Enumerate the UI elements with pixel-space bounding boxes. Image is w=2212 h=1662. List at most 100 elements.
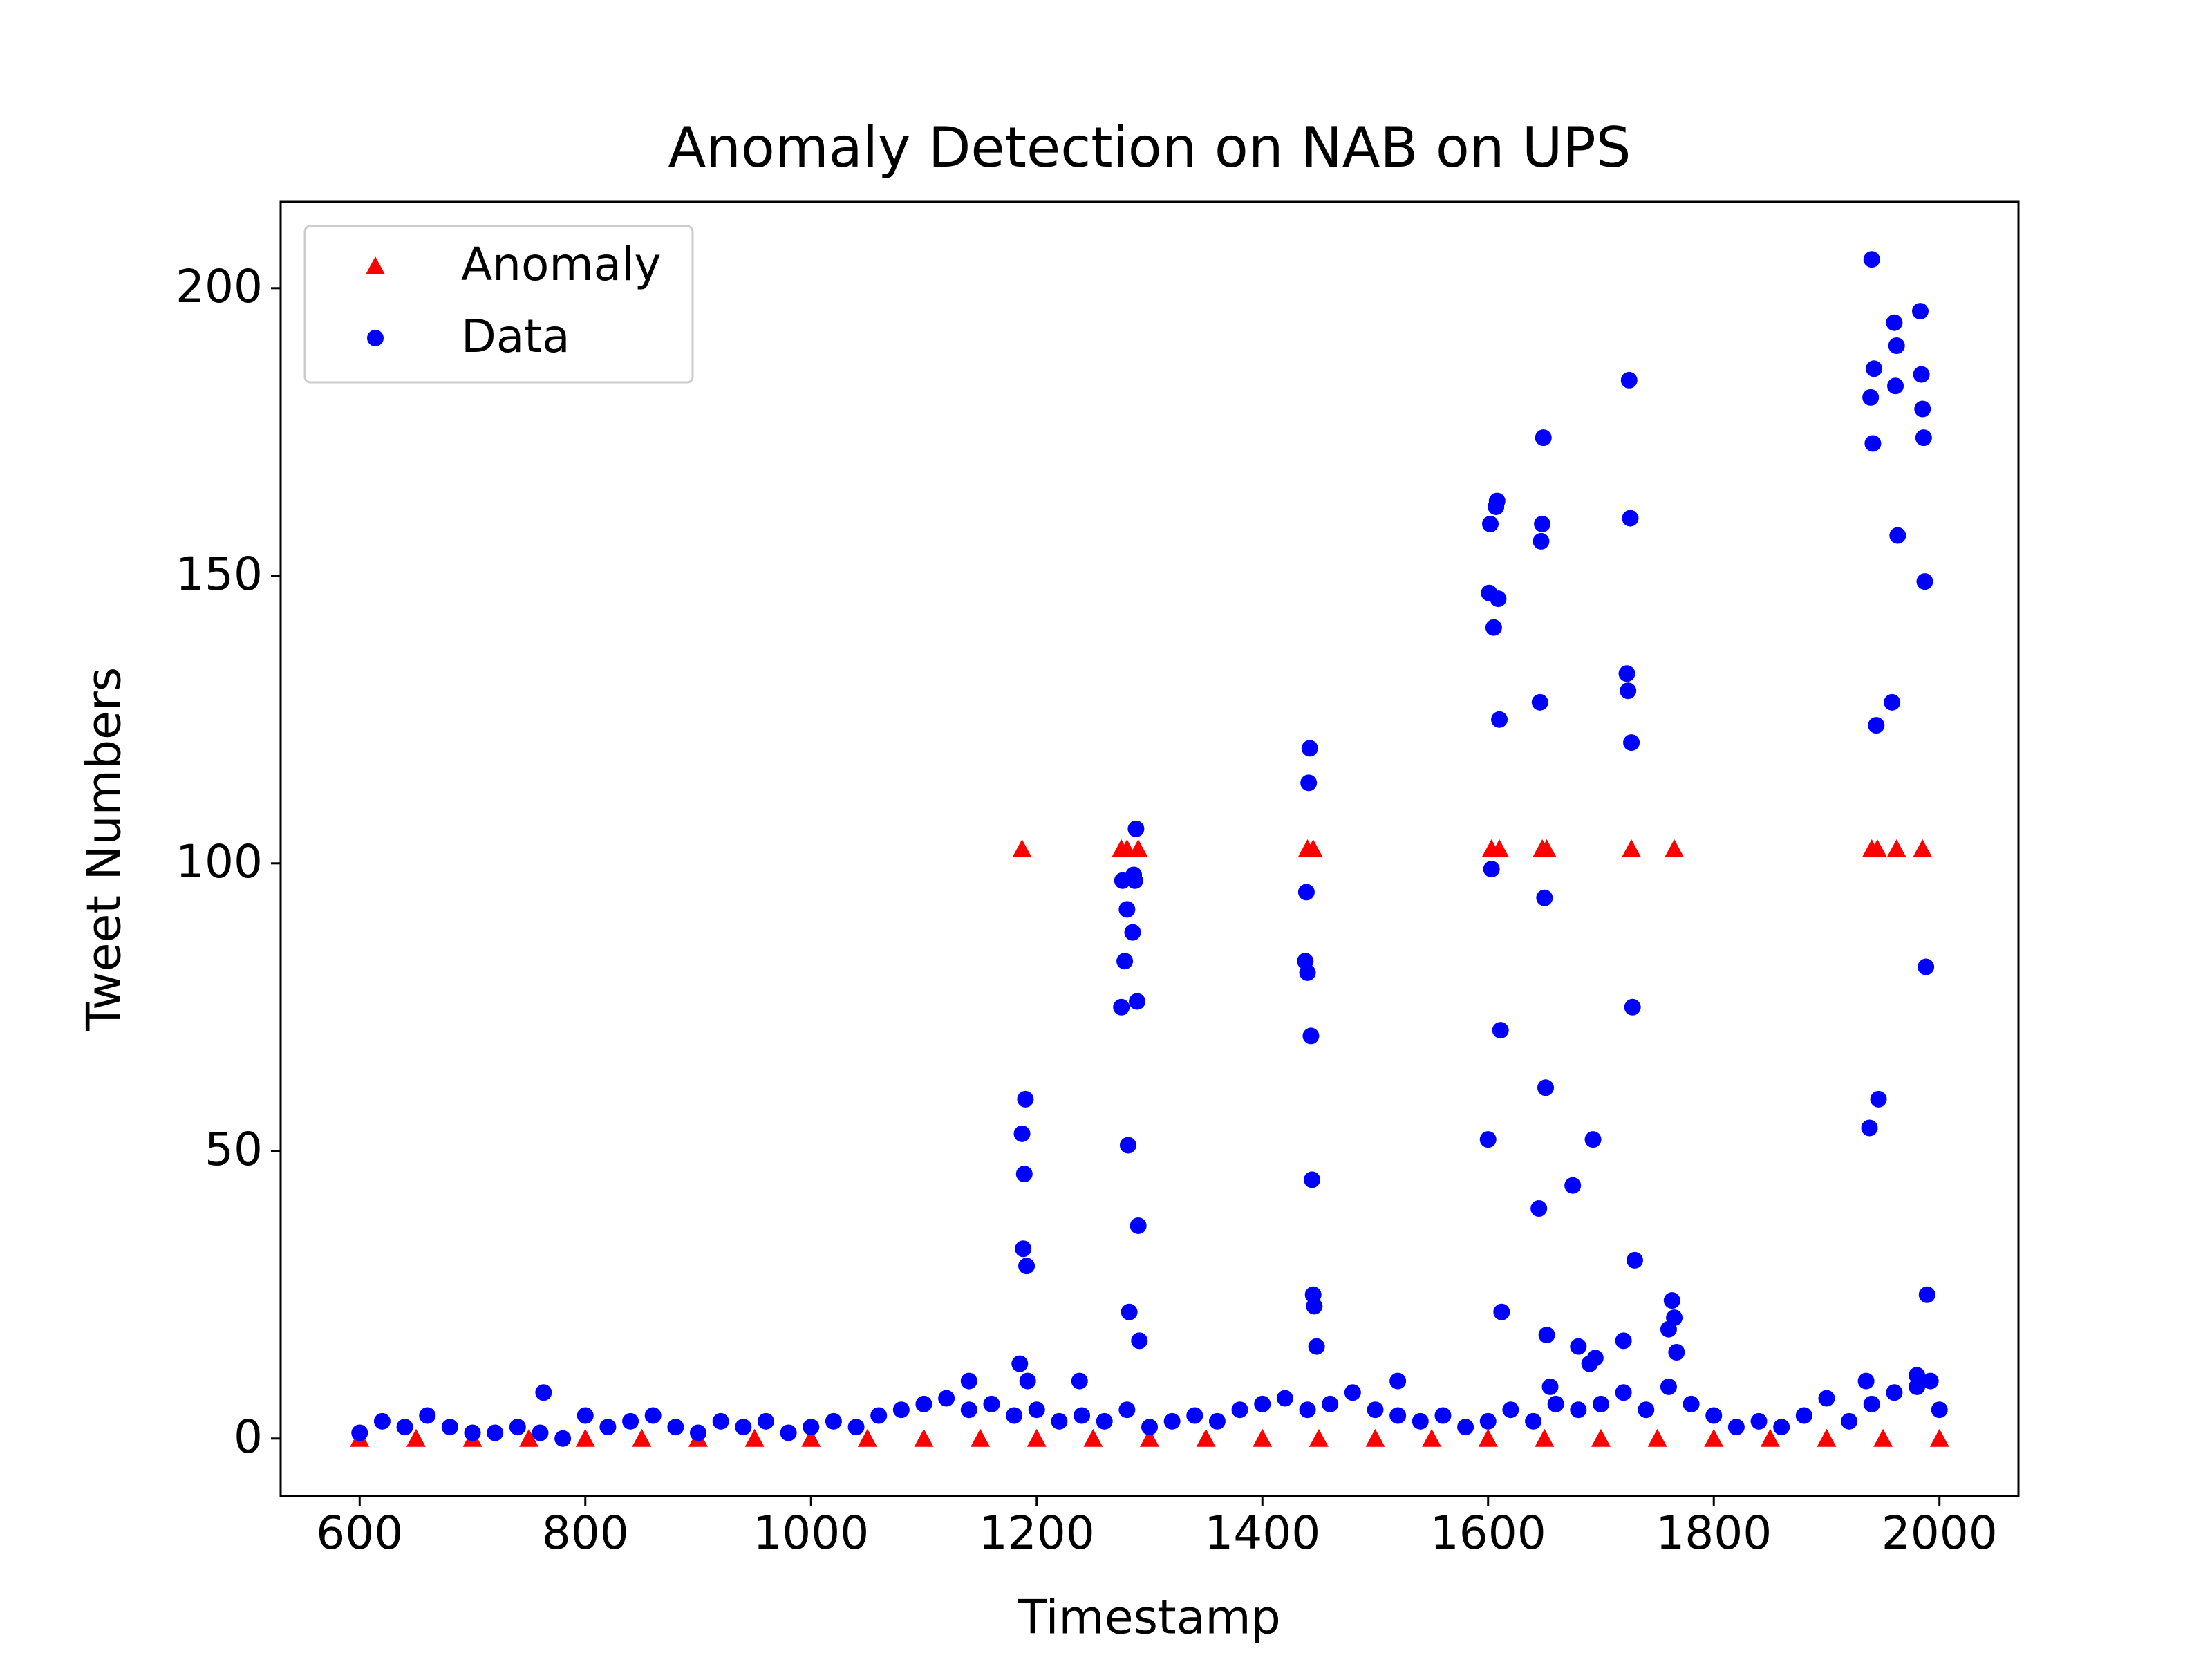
data-point <box>1727 1419 1745 1436</box>
data-point <box>1683 1395 1700 1412</box>
anomaly-point <box>1817 1428 1837 1447</box>
data-point <box>1773 1419 1790 1436</box>
legend-box <box>303 225 694 384</box>
data-point <box>532 1424 549 1441</box>
data-point <box>1006 1407 1023 1424</box>
anomaly-point <box>1365 1428 1385 1447</box>
data-point <box>1638 1401 1655 1419</box>
legend: Anomaly Data <box>303 225 694 384</box>
x-tick-label: 1800 <box>1656 1506 1772 1560</box>
anomaly-point <box>1760 1428 1780 1447</box>
data-point <box>1011 1355 1029 1372</box>
data-point <box>419 1407 436 1424</box>
data-point <box>1186 1407 1203 1424</box>
anomaly-point <box>1012 839 1032 857</box>
data-point <box>735 1419 752 1436</box>
data-point <box>1389 1372 1407 1390</box>
data-point <box>1870 1090 1887 1108</box>
data-point <box>535 1384 552 1401</box>
data-point <box>1615 1332 1632 1350</box>
anomaly-point <box>857 1428 877 1447</box>
data-point <box>1130 1217 1147 1234</box>
data-point <box>1620 682 1637 700</box>
anomaly-point <box>1867 839 1887 857</box>
anomaly-point <box>1478 1428 1498 1447</box>
anomaly-point <box>1128 839 1148 857</box>
anomaly-point <box>1490 839 1510 857</box>
data-point <box>1483 861 1500 878</box>
data-point <box>1570 1338 1587 1355</box>
data-point <box>1534 515 1551 532</box>
anomaly-point <box>914 1428 934 1447</box>
data-point <box>1666 1309 1683 1327</box>
anomaly-point <box>1253 1428 1273 1447</box>
anomaly-point <box>1886 839 1906 857</box>
data-point <box>1888 337 1905 354</box>
data-point <box>1276 1390 1293 1407</box>
anomaly-point <box>1196 1428 1216 1447</box>
data-point <box>1322 1395 1339 1412</box>
y-tick-label: 50 <box>205 1123 263 1176</box>
data-point <box>1884 693 1901 711</box>
anomaly-point <box>1083 1428 1103 1447</box>
data-point <box>1096 1412 1113 1430</box>
data-point <box>1490 590 1507 608</box>
data-point <box>690 1424 707 1441</box>
data-point <box>1163 1412 1181 1430</box>
data-point <box>1389 1407 1407 1424</box>
data-point <box>1538 1327 1555 1344</box>
anomaly-point <box>1929 1428 1949 1447</box>
anomaly-point <box>1537 839 1557 857</box>
data-point <box>554 1430 572 1447</box>
anomaly-point <box>1873 1428 1893 1447</box>
data-point <box>1889 527 1906 544</box>
data-point <box>1914 400 1931 418</box>
data-point <box>396 1419 413 1436</box>
data-point <box>1367 1401 1384 1419</box>
legend-marker <box>366 256 385 274</box>
legend-marker <box>367 330 384 346</box>
anomaly-point <box>744 1428 765 1447</box>
anomaly-point <box>1027 1428 1047 1447</box>
data-point <box>1795 1407 1812 1424</box>
data-point <box>1841 1412 1858 1430</box>
data-point <box>1074 1407 1091 1424</box>
data-point <box>1918 958 1935 975</box>
data-point <box>1028 1401 1045 1419</box>
data-point <box>1457 1419 1474 1436</box>
anomaly-point <box>1622 839 1642 857</box>
data-point <box>870 1407 888 1424</box>
data-point <box>1141 1419 1158 1436</box>
data-point <box>1537 1079 1554 1096</box>
data-point <box>1663 1292 1680 1309</box>
data-point <box>1863 1395 1880 1412</box>
data-point <box>1299 1401 1316 1419</box>
data-point <box>351 1424 368 1441</box>
data-point <box>1118 901 1136 918</box>
data-point <box>1660 1378 1677 1395</box>
data-point <box>1525 1412 1542 1430</box>
data-point <box>1705 1407 1723 1424</box>
data-point <box>1564 1177 1582 1194</box>
anomaly-point <box>519 1428 539 1447</box>
data-point <box>622 1412 639 1430</box>
data-point <box>1121 1303 1138 1320</box>
anomaly-point <box>1535 1428 1555 1447</box>
data-point <box>577 1407 594 1424</box>
data-point <box>1536 889 1553 906</box>
data-point <box>892 1401 910 1419</box>
data-point <box>757 1412 774 1430</box>
data-point <box>667 1419 684 1436</box>
data-point <box>803 1419 820 1436</box>
data-point <box>1299 964 1316 981</box>
data-point <box>1308 1338 1325 1355</box>
data-point <box>1541 1378 1559 1395</box>
x-axis-label: Timestamp <box>1018 1591 1281 1645</box>
data-point <box>983 1395 1000 1412</box>
chart-title: Anomaly Detection on NAB on UPS <box>668 115 1631 180</box>
data-point <box>1586 1350 1604 1367</box>
data-point <box>1863 251 1880 268</box>
data-point <box>1931 1401 1948 1419</box>
y-axis-label: Tweet Numbers <box>77 667 132 1031</box>
